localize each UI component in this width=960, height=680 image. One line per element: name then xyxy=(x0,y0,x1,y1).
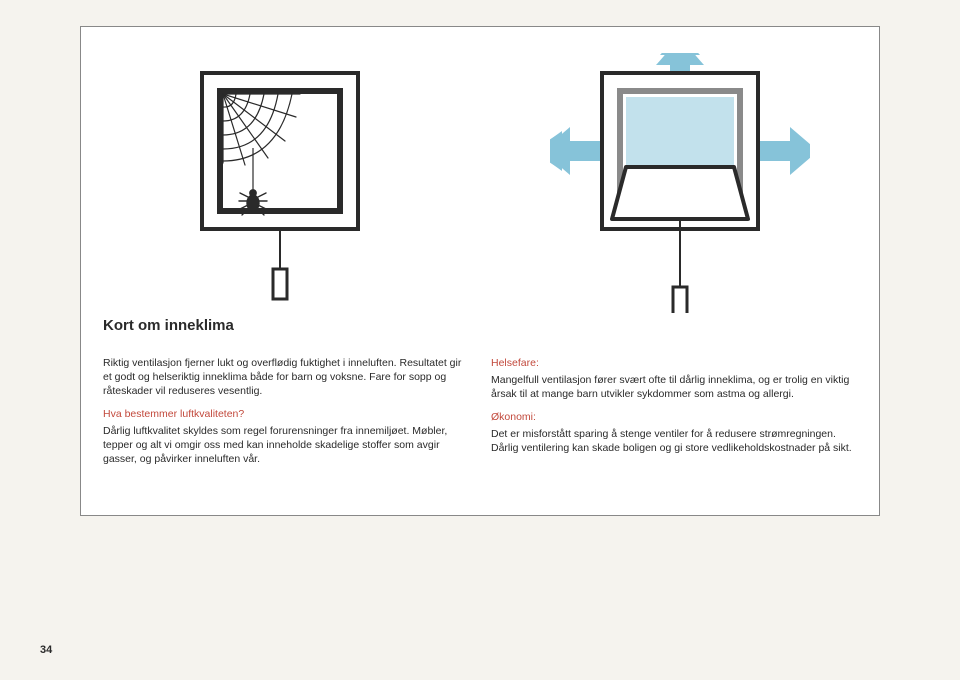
page-number: 34 xyxy=(40,644,52,656)
closed-vent-illustration xyxy=(150,53,410,313)
content-frame: Kort om inneklima Riktig ventilasjon fje… xyxy=(80,26,880,516)
text-columns: Riktig ventilasjon fjerner lukt og overf… xyxy=(103,356,857,474)
section-title: Kort om inneklima xyxy=(103,317,857,334)
open-vent-illustration xyxy=(550,53,810,313)
para-helsefare: Mangelfull ventilasjon fører svært ofte … xyxy=(491,373,857,401)
intro-paragraph: Riktig ventilasjon fjerner lukt og overf… xyxy=(103,356,469,399)
subhead-luftkvalitet: Hva bestemmer luftkvaliteten? xyxy=(103,407,469,421)
column-right: Helsefare: Mangelfull ventilasjon fører … xyxy=(491,356,857,474)
illustrations-row xyxy=(81,27,879,313)
para-okonomi: Det er misforstått sparing å stenge vent… xyxy=(491,427,857,455)
subhead-helsefare: Helsefare: xyxy=(491,356,857,370)
text-area: Kort om inneklima Riktig ventilasjon fje… xyxy=(103,317,857,474)
para-luftkvalitet: Dårlig luftkvalitet skyldes som regel fo… xyxy=(103,424,469,467)
column-left: Riktig ventilasjon fjerner lukt og overf… xyxy=(103,356,469,474)
subhead-okonomi: Økonomi: xyxy=(491,410,857,424)
